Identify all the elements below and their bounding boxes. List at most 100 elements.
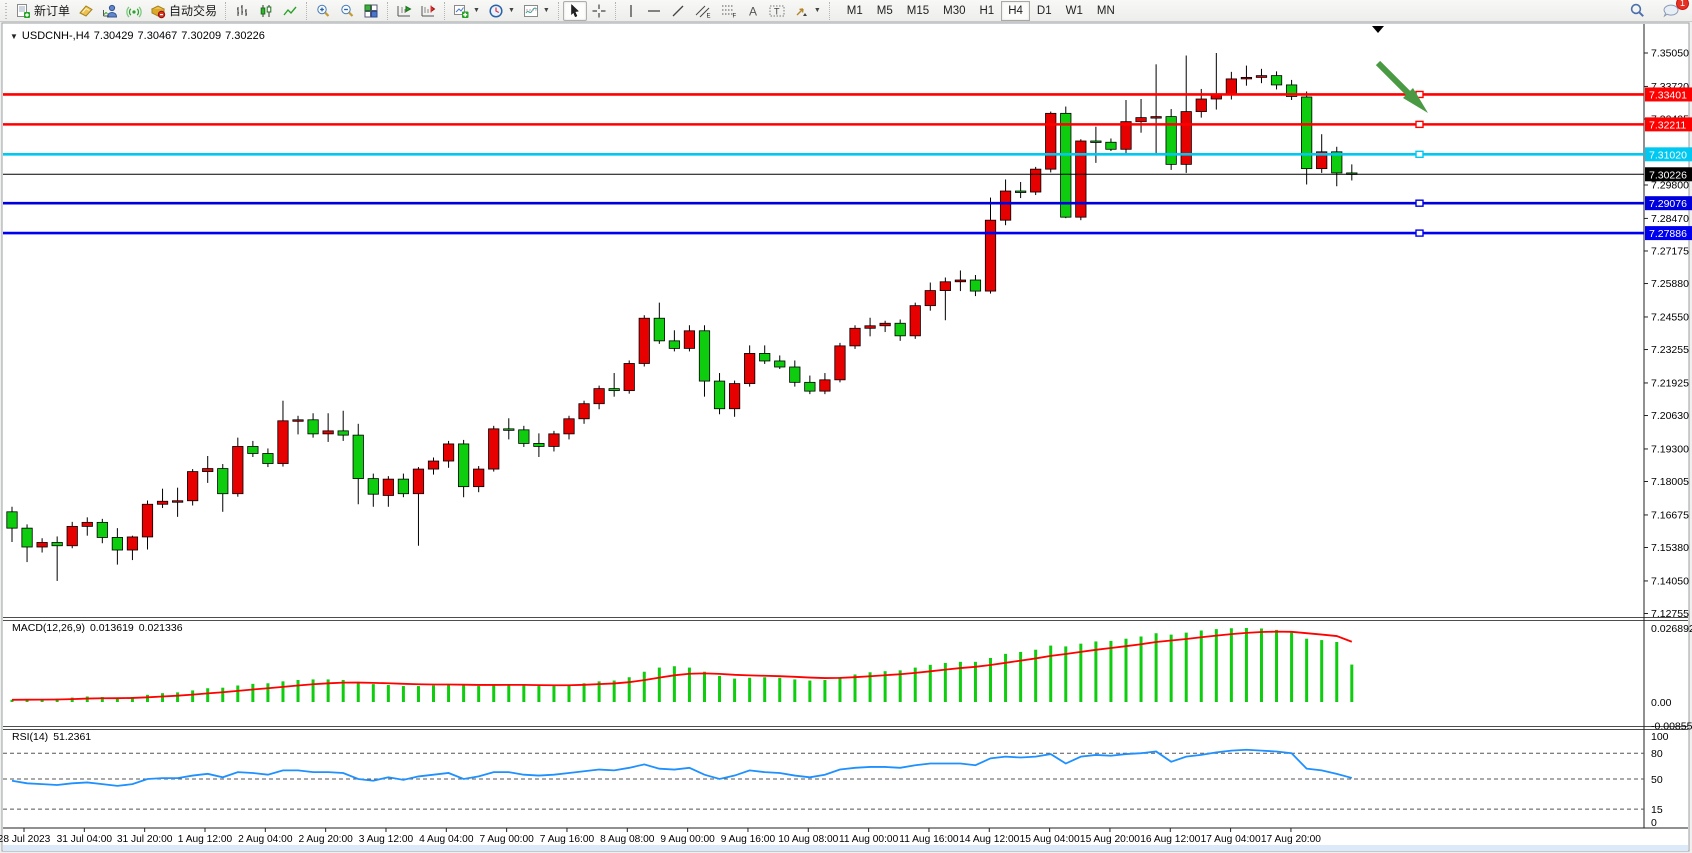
- bar-chart-button[interactable]: [230, 1, 254, 21]
- zoom-in-button[interactable]: [311, 1, 335, 21]
- time-tick-label: 17 Aug 20:00: [1261, 834, 1321, 845]
- market-watch-button[interactable]: [74, 1, 98, 21]
- timeframe-M30[interactable]: M30: [943, 4, 966, 17]
- line-handle[interactable]: [1415, 199, 1424, 207]
- line-handle[interactable]: [1415, 229, 1424, 237]
- rsi-indicator-label: RSI(14) 51.2361: [12, 731, 96, 743]
- price-line-tag-label: 7.31020: [1649, 149, 1687, 161]
- candle-up: [36, 542, 48, 548]
- data-window-button[interactable]: [98, 1, 122, 21]
- autotrading-button[interactable]: 自动交易: [146, 1, 221, 21]
- main-toolbar: 新订单 自动交易 ▼ ▼: [0, 0, 1692, 22]
- candle-down: [1270, 75, 1283, 86]
- notifications-button[interactable]: 1: [1658, 0, 1689, 21]
- candle-up: [171, 500, 184, 503]
- text-label-icon: T: [768, 3, 786, 19]
- candle-up: [1135, 117, 1147, 123]
- candle-down: [804, 381, 816, 392]
- periods-clock-icon: [488, 3, 504, 19]
- timeframe-M1[interactable]: M1: [846, 4, 863, 17]
- periods-dropdown-caret: ▼: [507, 7, 515, 14]
- candle-down: [458, 443, 470, 488]
- candle-up: [66, 525, 78, 547]
- toolbar-grip[interactable]: [4, 2, 9, 19]
- equidistant-channel-button[interactable]: E: [690, 1, 716, 21]
- time-tick-label: 7 Aug 16:00: [540, 834, 595, 845]
- new-order-button[interactable]: 新订单: [11, 1, 74, 21]
- text-button[interactable]: A: [742, 1, 764, 21]
- time-tick-label: 11 Aug 00:00: [839, 834, 899, 845]
- auto-scroll-button[interactable]: [392, 1, 416, 21]
- price-tick-label: 7.27175: [1651, 245, 1689, 257]
- line-handle[interactable]: [1415, 120, 1424, 129]
- timeframe-MN[interactable]: MN: [1096, 4, 1115, 17]
- collapse-triangle-icon[interactable]: ▼: [10, 32, 18, 41]
- candle-down: [1090, 140, 1102, 143]
- candle-down: [51, 542, 63, 547]
- zoom-out-button[interactable]: [335, 1, 359, 21]
- price-line-tag: [1645, 147, 1692, 162]
- rsi-name: RSI(14): [12, 731, 49, 743]
- time-tick-label: 31 Jul 04:00: [57, 834, 113, 845]
- price-tick-label: 7.25880: [1651, 278, 1689, 290]
- timeframe-W1[interactable]: W1: [1065, 4, 1083, 17]
- data-window-icon: [102, 3, 118, 19]
- candle-up: [548, 433, 560, 447]
- candle-down: [1060, 112, 1072, 218]
- templates-button[interactable]: ▼: [519, 1, 554, 21]
- line-chart-button[interactable]: [278, 1, 302, 21]
- toolbar-separator: [225, 1, 227, 20]
- trendline-button[interactable]: [666, 1, 690, 21]
- cursor-button[interactable]: [562, 0, 587, 21]
- tile-windows-button[interactable]: [359, 1, 383, 21]
- candle-up: [232, 446, 244, 495]
- candle-up: [939, 281, 951, 291]
- timeframe-D1[interactable]: D1: [1036, 4, 1052, 17]
- indicators-dropdown-caret: ▼: [473, 7, 480, 14]
- price-line-tag: [1645, 117, 1692, 132]
- candlestick-chart-button[interactable]: [254, 1, 278, 21]
- templates-icon: [523, 3, 539, 19]
- horizontal-line-button[interactable]: [642, 1, 666, 21]
- timeframe-H1[interactable]: H1: [979, 4, 995, 17]
- fibonacci-button[interactable]: F: [716, 1, 742, 21]
- time-tick-label: 1 Aug 12:00: [178, 834, 233, 845]
- candle-up: [1316, 151, 1328, 170]
- trendline-icon: [670, 3, 686, 19]
- candle-down: [774, 360, 786, 368]
- candle-down: [894, 322, 906, 337]
- search-button[interactable]: [1625, 1, 1650, 21]
- candle-down: [21, 527, 33, 548]
- candle-up: [1255, 75, 1268, 78]
- line-handle[interactable]: [1415, 150, 1424, 159]
- candle-up: [81, 521, 93, 527]
- candle-down: [969, 279, 982, 292]
- timeframe-M15[interactable]: M15: [906, 4, 930, 17]
- price-line-tag: [1645, 226, 1692, 241]
- vertical-line-button[interactable]: [620, 1, 642, 21]
- crosshair-icon: [591, 3, 607, 19]
- timeframe-H4[interactable]: H4: [1001, 0, 1030, 21]
- ohlc-close: 7.30226: [225, 30, 265, 42]
- candle-up: [126, 536, 139, 551]
- indicators-icon: [453, 3, 469, 19]
- chart-shift-marker[interactable]: [1372, 26, 1384, 33]
- crosshair-button[interactable]: [587, 1, 611, 21]
- toolbar-separator: [614, 1, 616, 20]
- time-tick-label: 31 Jul 20:00: [117, 834, 173, 845]
- price-tick-label: 7.19300: [1651, 443, 1689, 455]
- indicators-button[interactable]: ▼: [449, 1, 484, 21]
- arrows-button[interactable]: ▼: [790, 1, 825, 21]
- chart-shift-button[interactable]: [416, 1, 440, 21]
- text-label-button[interactable]: T: [764, 1, 790, 21]
- periods-button[interactable]: ▼: [484, 1, 519, 21]
- candle-up: [909, 305, 921, 337]
- annotation-arrow-head[interactable]: [1403, 88, 1428, 113]
- candle-up: [1045, 112, 1057, 170]
- time-tick-label: 9 Aug 00:00: [660, 834, 715, 845]
- timeframe-M5[interactable]: M5: [876, 4, 893, 17]
- candle-up: [322, 430, 334, 435]
- signals-button[interactable]: [122, 1, 146, 21]
- zoom-out-icon: [339, 3, 355, 19]
